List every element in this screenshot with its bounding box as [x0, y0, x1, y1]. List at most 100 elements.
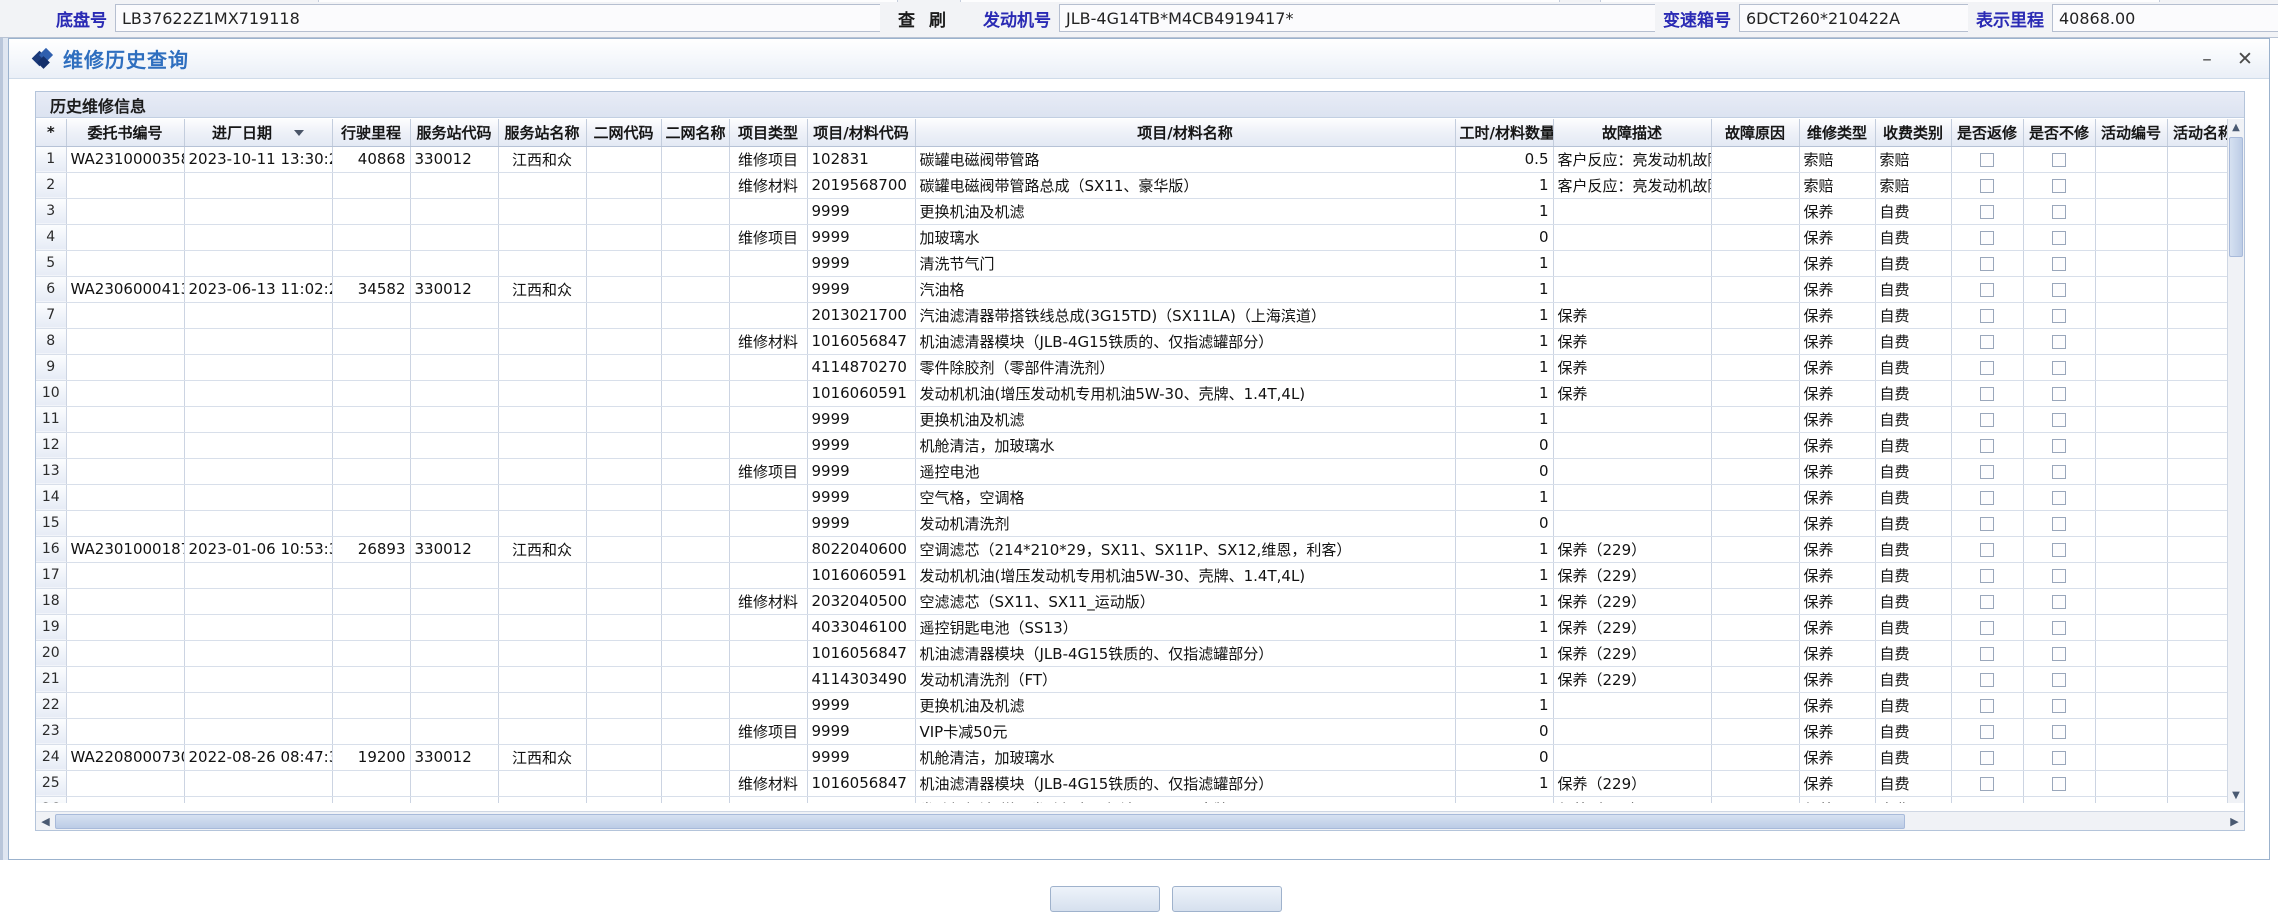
cell-repair-type[interactable]: 保养	[1799, 588, 1876, 615]
cell-quantity[interactable]: 1	[1455, 354, 1554, 381]
cell-fault-description[interactable]: 保养	[1553, 328, 1712, 355]
row-number[interactable]: 8	[36, 328, 67, 355]
cell-charge-type[interactable]: 自费	[1875, 796, 1952, 803]
cell-quantity[interactable]: 1	[1455, 640, 1554, 667]
cell-is-rework[interactable]	[1951, 328, 2024, 355]
cell-item-type[interactable]	[729, 536, 808, 563]
cell-order-no[interactable]	[66, 691, 185, 719]
table-row[interactable]: 21 4114303490 发动机清洗剂（FT） 1 保养（229） 保养 自费	[36, 666, 2244, 693]
cell-fault-cause[interactable]	[1711, 770, 1800, 797]
cell-charge-type[interactable]: 自费	[1875, 640, 1952, 667]
cell-secondary-net-code[interactable]	[586, 145, 662, 173]
cell-repair-type[interactable]: 保养	[1799, 354, 1876, 381]
cell-mileage[interactable]: 34582	[332, 276, 411, 303]
cell-station-code[interactable]	[410, 666, 499, 693]
cell-mileage[interactable]	[332, 770, 411, 797]
is-rework-checkbox[interactable]	[1980, 542, 1994, 557]
cell-item-type[interactable]	[729, 354, 808, 381]
cell-quantity[interactable]: 0	[1455, 458, 1554, 485]
cell-secondary-net-name[interactable]	[661, 250, 730, 277]
cell-is-unrepaired[interactable]	[2023, 640, 2096, 667]
cell-fault-description[interactable]	[1553, 276, 1712, 303]
row-number[interactable]: 18	[36, 588, 67, 615]
row-number[interactable]: 21	[36, 666, 67, 693]
row-number[interactable]: 10	[36, 380, 67, 407]
cell-quantity[interactable]: 1	[1455, 328, 1554, 355]
is-unrepaired-checkbox[interactable]	[2052, 568, 2066, 583]
cell-is-rework[interactable]	[1951, 354, 2024, 381]
cell-intake-date[interactable]: 2023-10-11 13:30:20	[184, 145, 333, 173]
cell-station-code[interactable]: 330012	[410, 145, 499, 173]
cell-secondary-net-name[interactable]	[661, 770, 730, 797]
cell-item-code[interactable]: 9999	[807, 744, 916, 771]
is-unrepaired-checkbox[interactable]	[2052, 516, 2066, 531]
cell-fault-description[interactable]	[1553, 718, 1712, 745]
table-row[interactable]: 1 WA2310000358 2023-10-11 13:30:20 40868 330…	[36, 145, 2244, 173]
cell-order-no[interactable]	[66, 172, 185, 199]
cell-mileage[interactable]	[332, 562, 411, 589]
cell-charge-type[interactable]: 索赔	[1875, 172, 1952, 199]
cell-item-name[interactable]: VIP卡减50元	[915, 718, 1456, 745]
cell-activity-no[interactable]	[2095, 796, 2168, 803]
cell-secondary-net-name[interactable]	[661, 536, 730, 563]
cell-item-code[interactable]: 9999	[807, 250, 916, 277]
cell-fault-cause[interactable]	[1711, 744, 1800, 771]
cell-mileage[interactable]	[332, 718, 411, 745]
cell-fault-cause[interactable]	[1711, 172, 1800, 199]
is-rework-checkbox[interactable]	[1980, 516, 1994, 531]
column-header-is-rework[interactable]: 是否返修	[1951, 119, 2024, 147]
cell-fault-description[interactable]	[1553, 744, 1712, 771]
cell-quantity[interactable]: 1	[1455, 405, 1554, 433]
cell-item-name[interactable]: 机油滤清器模块（JLB-4G15铁质的、仅指滤罐部分）	[915, 770, 1456, 797]
cell-repair-type[interactable]: 索赔	[1799, 172, 1876, 199]
cell-station-code[interactable]: 330012	[410, 276, 499, 303]
table-row[interactable]: 22 9999 更换机油及机滤 1 保养 自费	[36, 691, 2244, 719]
cell-order-no[interactable]	[66, 380, 185, 407]
is-rework-checkbox[interactable]	[1980, 256, 1994, 271]
cell-repair-type[interactable]: 保养	[1799, 770, 1876, 797]
cell-charge-type[interactable]: 自费	[1875, 718, 1952, 745]
cell-station-code[interactable]	[410, 640, 499, 667]
cell-secondary-net-name[interactable]	[661, 666, 730, 693]
cell-item-name[interactable]: 发动机机油(增压发动机专用机油5W-30、壳牌、1.4T,4L)	[915, 796, 1456, 803]
cell-item-type[interactable]	[729, 744, 808, 771]
cell-item-code[interactable]: 1016060591	[807, 380, 916, 407]
cell-station-name[interactable]	[498, 405, 587, 433]
cell-station-code[interactable]	[410, 405, 499, 433]
cell-repair-type[interactable]: 保养	[1799, 614, 1876, 641]
row-number[interactable]: 2	[36, 172, 67, 199]
cell-station-name[interactable]: 江西和众	[498, 145, 587, 173]
cell-fault-description[interactable]: 客户反应：亮发动机故障灯	[1553, 172, 1712, 199]
cell-is-unrepaired[interactable]	[2023, 666, 2096, 693]
cell-fault-cause[interactable]	[1711, 691, 1800, 719]
cell-charge-type[interactable]: 自费	[1875, 588, 1952, 615]
table-row[interactable]: 13 维修项目 9999 遥控电池 0 保养 自费	[36, 458, 2244, 485]
cell-is-rework[interactable]	[1951, 172, 2024, 199]
cell-repair-type[interactable]: 保养	[1799, 744, 1876, 771]
cell-is-rework[interactable]	[1951, 405, 2024, 433]
cell-repair-type[interactable]: 保养	[1799, 796, 1876, 803]
cell-item-type[interactable]: 维修项目	[729, 145, 808, 173]
cell-item-type[interactable]	[729, 510, 808, 537]
cell-activity-no[interactable]	[2095, 197, 2168, 225]
cell-quantity[interactable]: 0	[1455, 224, 1554, 251]
cell-item-code[interactable]: 9999	[807, 458, 916, 485]
cell-charge-type[interactable]: 自费	[1875, 328, 1952, 355]
cell-charge-type[interactable]: 自费	[1875, 380, 1952, 407]
cell-secondary-net-code[interactable]	[586, 536, 662, 563]
is-rework-checkbox[interactable]	[1980, 412, 1994, 427]
is-rework-checkbox[interactable]	[1980, 334, 1994, 349]
cell-item-type[interactable]: 维修项目	[729, 224, 808, 251]
cell-mileage[interactable]	[332, 588, 411, 615]
cell-is-rework[interactable]	[1951, 770, 2024, 797]
cell-station-code[interactable]	[410, 328, 499, 355]
cell-station-code[interactable]	[410, 796, 499, 803]
is-unrepaired-checkbox[interactable]	[2052, 594, 2066, 609]
table-row[interactable]: 18 维修材料 2032040500 空滤滤芯（SX11、SX11_运动版） 1 保养（2…	[36, 588, 2244, 615]
is-rework-checkbox[interactable]	[1980, 620, 1994, 635]
cell-item-code[interactable]: 2032040500	[807, 588, 916, 615]
cell-repair-type[interactable]: 索赔	[1799, 145, 1876, 173]
is-rework-checkbox[interactable]	[1980, 178, 1994, 193]
table-row[interactable]: 25 维修材料 1016056847 机油滤清器模块（JLB-4G15铁质的、仅指滤罐…	[36, 770, 2244, 797]
cell-order-no[interactable]: WA2208000730	[66, 744, 185, 771]
